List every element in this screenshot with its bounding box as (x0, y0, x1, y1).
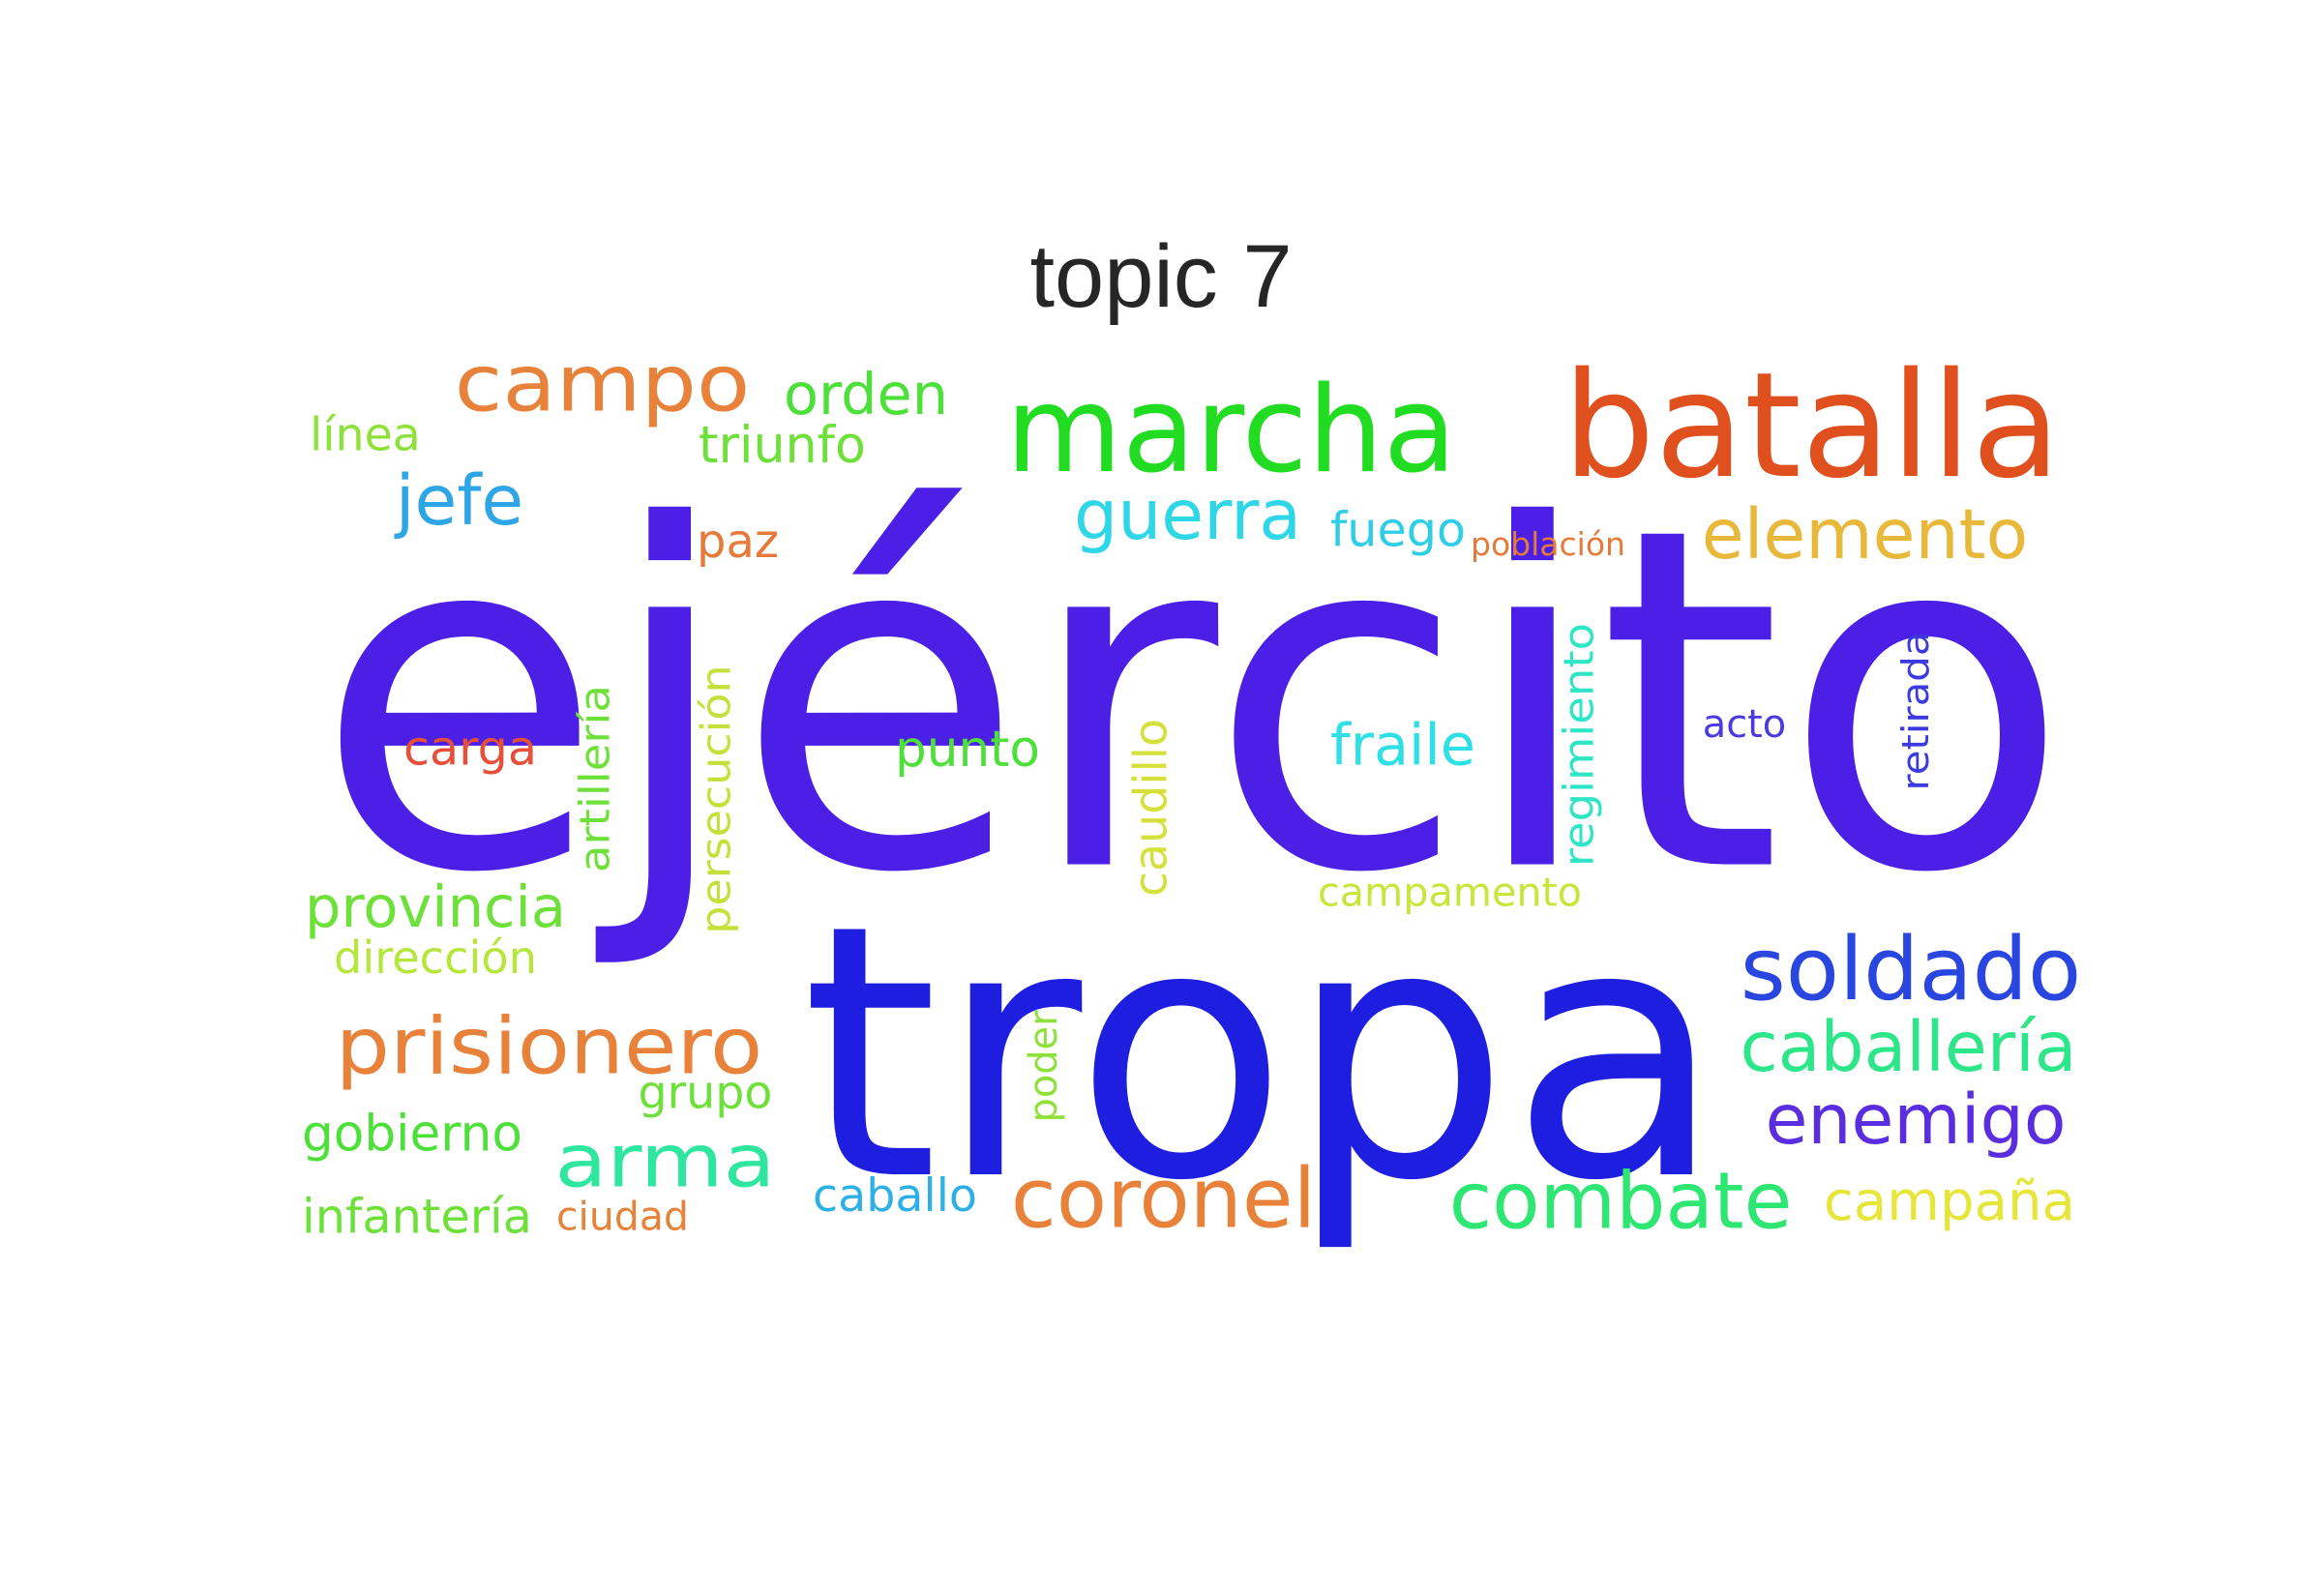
word-campo: campo (455, 340, 751, 430)
word-ciudad: ciudad (556, 1194, 689, 1240)
word-elemento: elemento (1702, 494, 2028, 575)
word-gobierno: gobierno (302, 1106, 522, 1164)
word-orden: orden (784, 361, 948, 428)
word-campamento: campamento (1318, 870, 1582, 916)
word-ejercito: ejército (314, 428, 2070, 976)
word-caudillo: caudillo (1125, 719, 1178, 897)
word-guerra: guerra (1074, 475, 1301, 555)
word-soldado: soldado (1741, 919, 2081, 1020)
word-tropa: tropa (801, 851, 1723, 1257)
word-punto: punto (895, 721, 1040, 779)
word-paz: paz (697, 515, 779, 569)
word-fraile: fraile (1330, 712, 1475, 779)
word-marcha: marcha (1006, 361, 1457, 500)
word-triunfo: triunfo (699, 417, 866, 475)
word-enemigo: enemigo (1766, 1079, 2067, 1160)
word-caballeria: caballería (1741, 1007, 2077, 1087)
word-acto: acto (1703, 702, 1786, 747)
word-jefe: jefe (394, 460, 524, 541)
word-poblacion: población (1471, 525, 1625, 563)
word-artilleria: artillería (572, 685, 620, 872)
word-grupo: grupo (639, 1067, 773, 1120)
word-batalla: batalla (1563, 340, 2061, 511)
word-linea: línea (310, 409, 421, 462)
word-combate: combate (1449, 1157, 1793, 1248)
word-carga: carga (403, 721, 537, 777)
page-title: topic 7 (1029, 227, 1293, 326)
word-fuego: fuego (1330, 502, 1466, 558)
word-caballo: caballo (813, 1169, 977, 1223)
word-campana: campaña (1824, 1170, 2075, 1233)
word-arma: arma (555, 1118, 776, 1204)
word-coronel: coronel (1011, 1152, 1316, 1248)
word-regimiento: regimiento (1556, 623, 1604, 867)
word-direccion: dirección (334, 931, 537, 984)
word-prisionero: prisionero (336, 1002, 762, 1093)
word-poder: poder (1022, 1010, 1066, 1123)
word-provincia: provincia (305, 873, 566, 940)
word-retirada: retirada (1894, 632, 1937, 791)
word-infanteria: infantería (302, 1189, 532, 1245)
word-persecucion: persecución (693, 665, 740, 933)
